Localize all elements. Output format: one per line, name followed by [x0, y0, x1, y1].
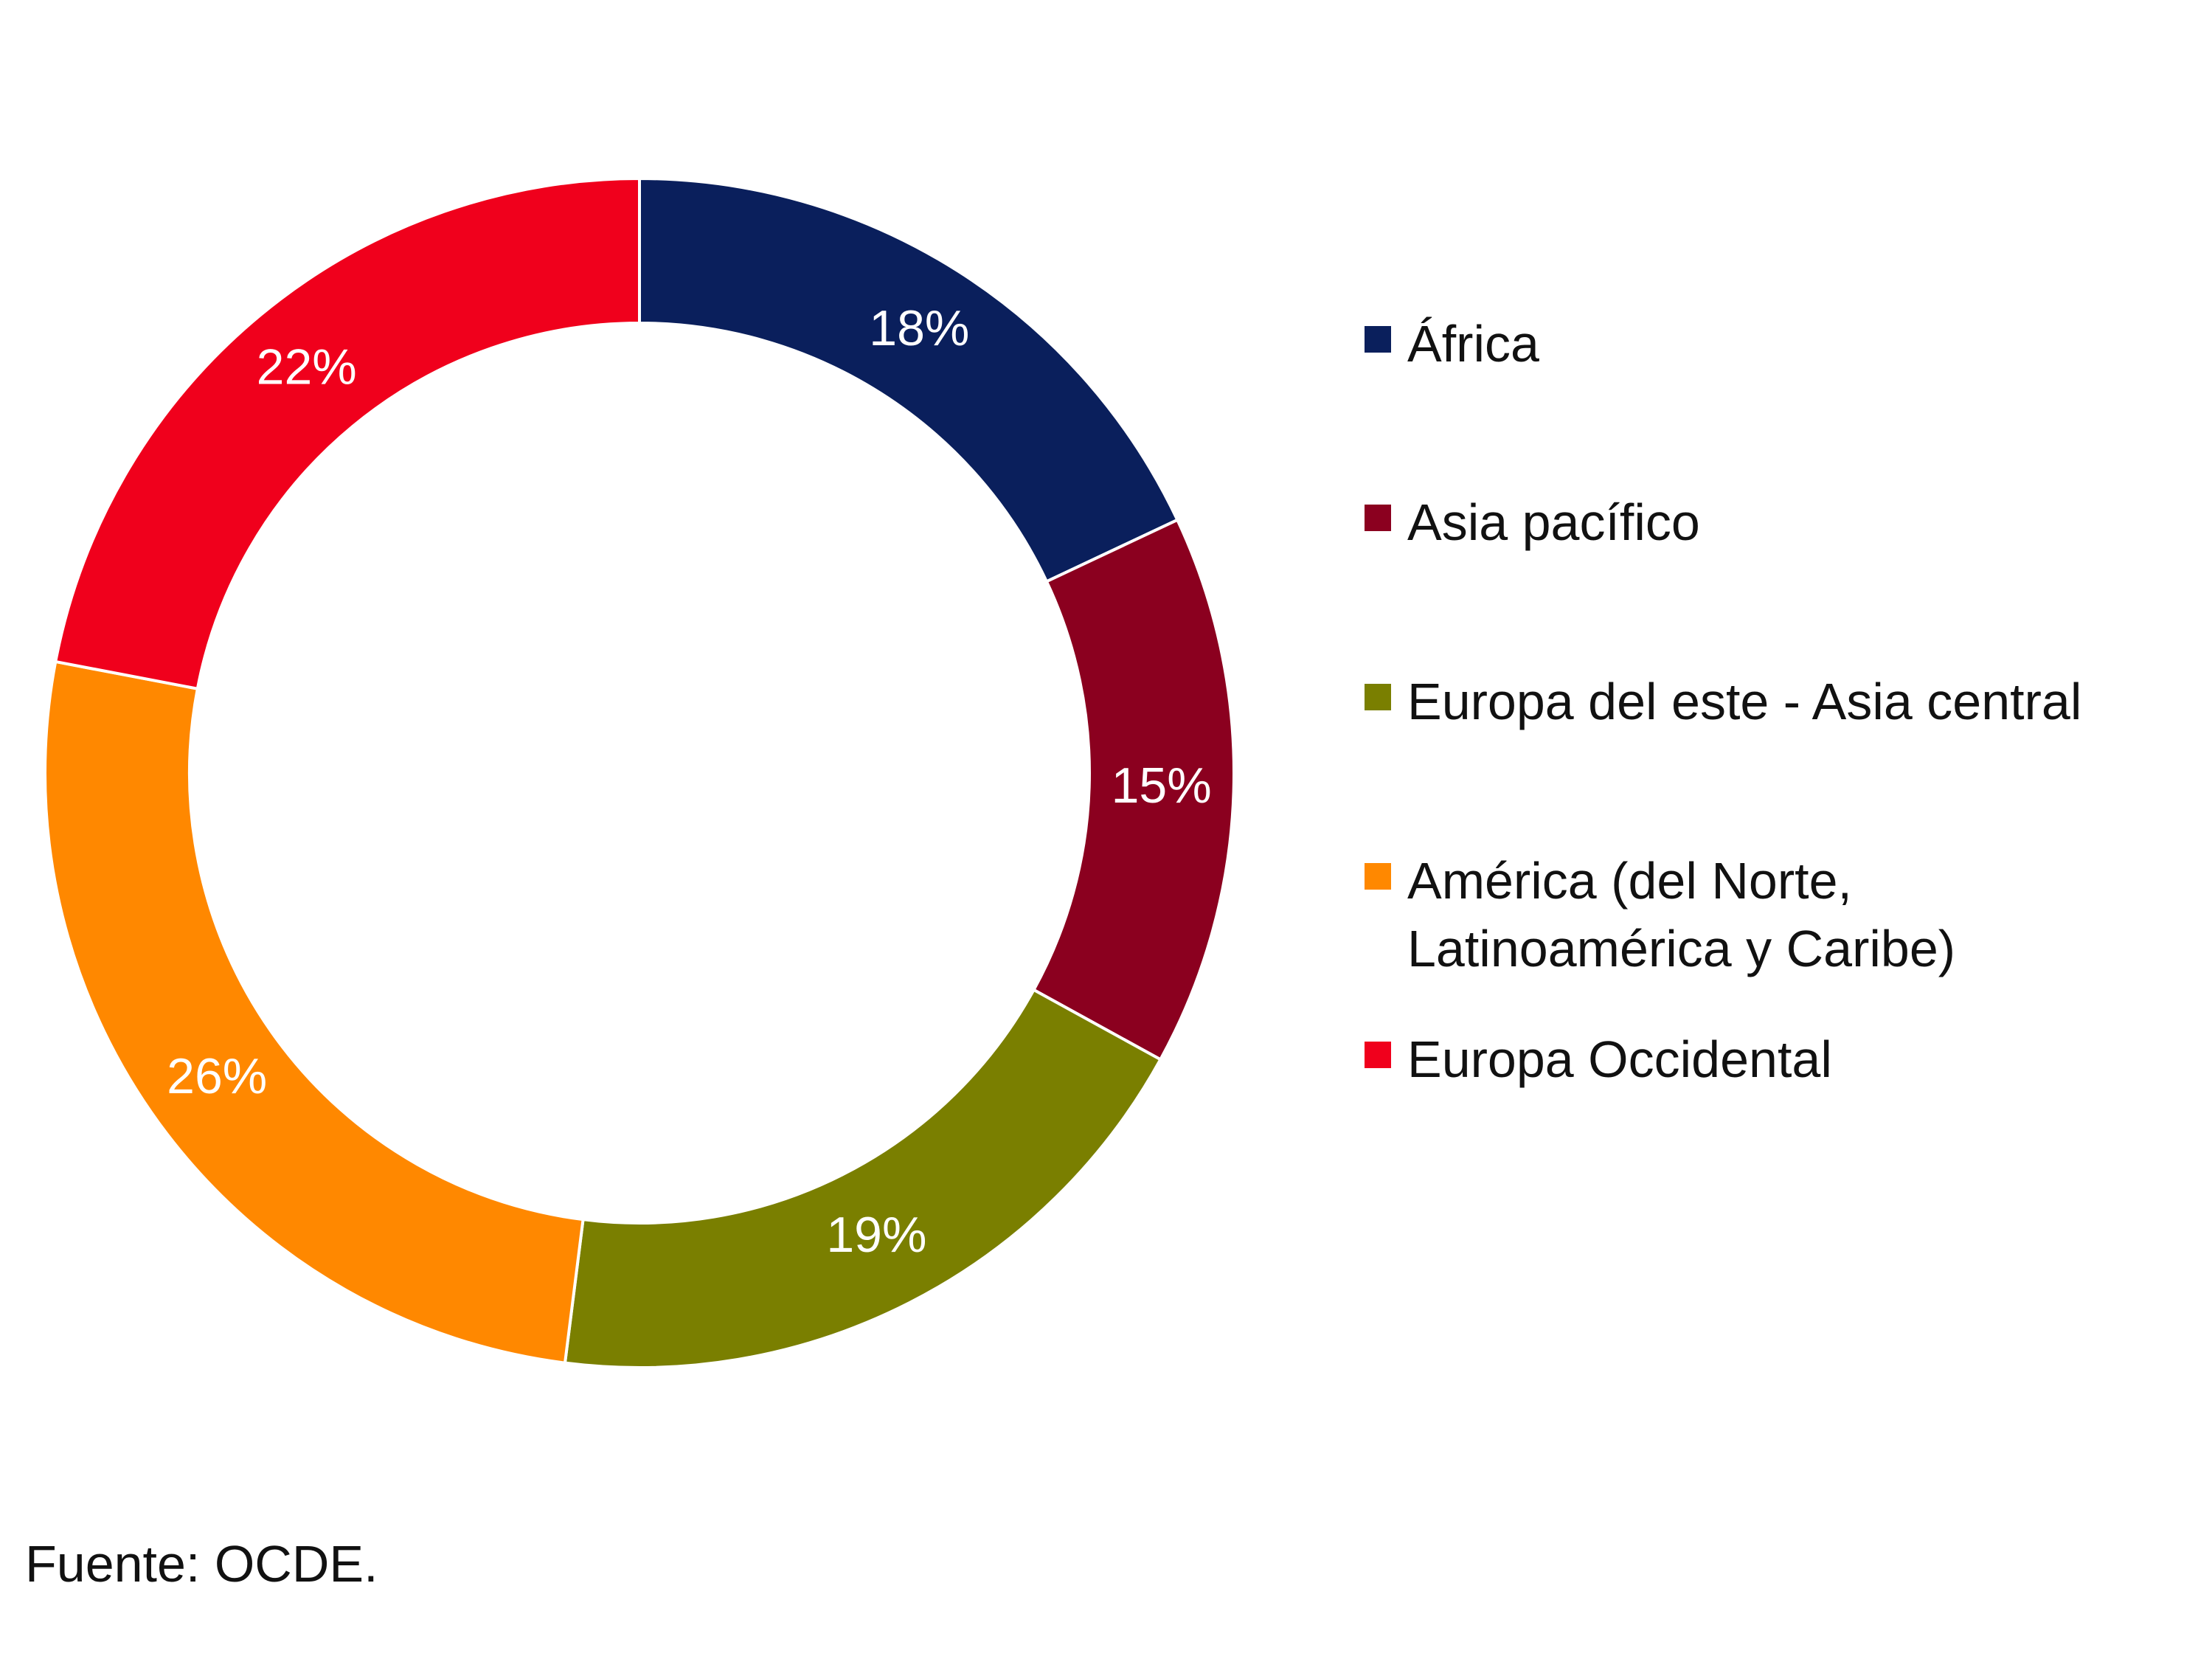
legend-swatch-europa-este	[1365, 684, 1391, 710]
slice-label-europa-occidental: 22%	[257, 339, 357, 395]
legend-item-europa-occidental: Europa Occidental	[1365, 1025, 1832, 1093]
legend-label-europa-occidental: Europa Occidental	[1407, 1031, 1832, 1088]
donut-slice-asia-pacifico	[1031, 518, 1235, 1062]
slice-label-europa-este: 19%	[826, 1207, 926, 1263]
legend-swatch-africa	[1365, 326, 1391, 353]
slice-label-asia-pacifico: 15%	[1112, 758, 1212, 814]
donut-slice-africa	[638, 176, 1179, 583]
legend-swatch-asia-pacifico	[1365, 505, 1391, 531]
legend-label-america: América (del Norte, Latinoamérica y Cari…	[1407, 852, 1956, 977]
donut-slice-europa-occidental	[53, 176, 641, 691]
slice-label-africa: 18%	[869, 300, 969, 356]
source-note: Fuente: OCDE.	[25, 1535, 378, 1593]
legend-label-europa-este: Europa del este - Asia central	[1407, 673, 2082, 730]
legend-label-africa: África	[1407, 315, 1539, 373]
slice-label-america: 26%	[167, 1048, 267, 1104]
legend-label-asia-pacifico: Asia pacífico	[1407, 493, 1700, 551]
legend-item-africa: África	[1365, 310, 1539, 378]
legend-swatch-europa-occidental	[1365, 1042, 1391, 1068]
donut-slice-america	[44, 659, 585, 1365]
donut-slice-europa-este	[563, 988, 1163, 1369]
legend-item-america: América (del Norte, Latinoamérica y Cari…	[1365, 847, 1955, 983]
legend-swatch-america	[1365, 863, 1391, 890]
legend-item-europa-este: Europa del este - Asia central	[1365, 668, 2081, 735]
legend-item-asia-pacifico: Asia pacífico	[1365, 488, 1700, 556]
